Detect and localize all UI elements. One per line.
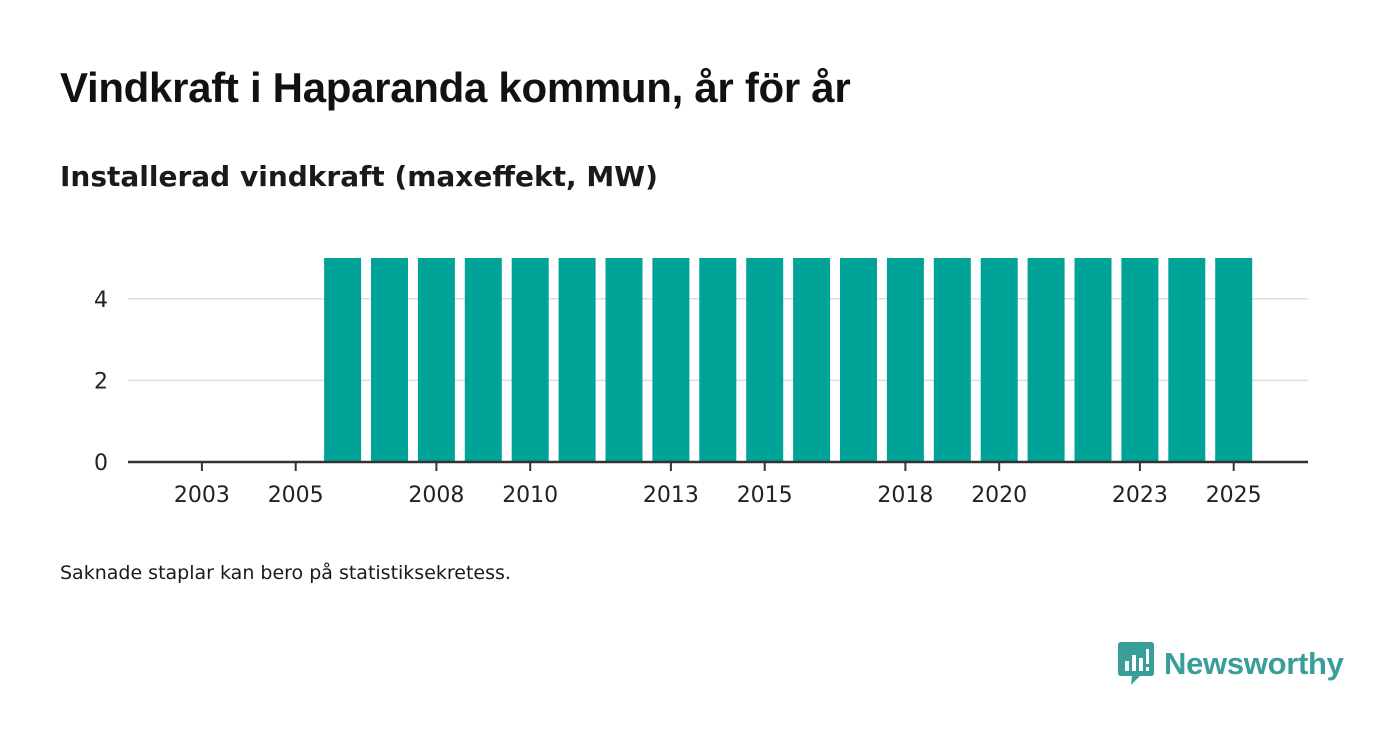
- y-tick-label: 2: [94, 369, 108, 394]
- bar-2006: [324, 258, 362, 462]
- x-tick-label: 2025: [1206, 483, 1262, 508]
- brand-name: Newsworthy: [1164, 645, 1344, 681]
- x-tick-label: 2020: [971, 483, 1027, 508]
- bar-2020: [980, 258, 1018, 462]
- bar-2010: [511, 258, 549, 462]
- bar-2011: [558, 258, 596, 462]
- bar-2022: [1074, 258, 1112, 462]
- bar-2008: [417, 258, 455, 462]
- bar-2021: [1027, 258, 1065, 462]
- chart-subtitle: Installerad vindkraft (maxeffekt, MW): [60, 160, 658, 193]
- x-tick-label: 2003: [174, 483, 230, 508]
- x-tick-label: 2005: [268, 483, 324, 508]
- bars: [324, 258, 1253, 462]
- bar-2009: [464, 258, 502, 462]
- x-tick-label: 2008: [408, 483, 464, 508]
- x-tick-label: 2023: [1112, 483, 1168, 508]
- chart-title: Vindkraft i Haparanda kommun, år för år: [60, 64, 851, 111]
- bar-2012: [605, 258, 643, 462]
- y-tick-label: 0: [94, 451, 108, 476]
- bar-2007: [371, 258, 408, 462]
- bar-2023: [1121, 258, 1159, 462]
- bar-2024: [1168, 258, 1206, 462]
- axes: 0 2 4 2003 2005 2008 2010 2013 2015 2018 2020 2023 2…: [94, 288, 1308, 508]
- bar-2015: [746, 258, 784, 462]
- x-tick-label: 2013: [643, 483, 699, 508]
- bar-2018: [886, 258, 924, 462]
- x-tick-label: 2015: [737, 483, 793, 508]
- newsworthy-logo-icon: [1118, 642, 1154, 685]
- bar-chart: 0 2 4 2003 2005 2008 2010 2013 2015 2018 2020 2023 2…: [94, 258, 1308, 508]
- newsworthy-brand[interactable]: Newsworthy: [1118, 642, 1344, 685]
- y-tick-label: 4: [94, 288, 108, 313]
- bar-2016: [793, 258, 831, 462]
- bar-2014: [699, 258, 737, 462]
- bar-2013: [652, 258, 690, 462]
- x-tick-label: 2010: [502, 483, 558, 508]
- bar-2025: [1215, 258, 1253, 462]
- x-tick-label: 2018: [877, 483, 933, 508]
- bar-2017: [840, 258, 877, 462]
- footnote: Saknade staplar kan bero på statistiksek…: [60, 562, 511, 584]
- bar-2019: [933, 258, 971, 462]
